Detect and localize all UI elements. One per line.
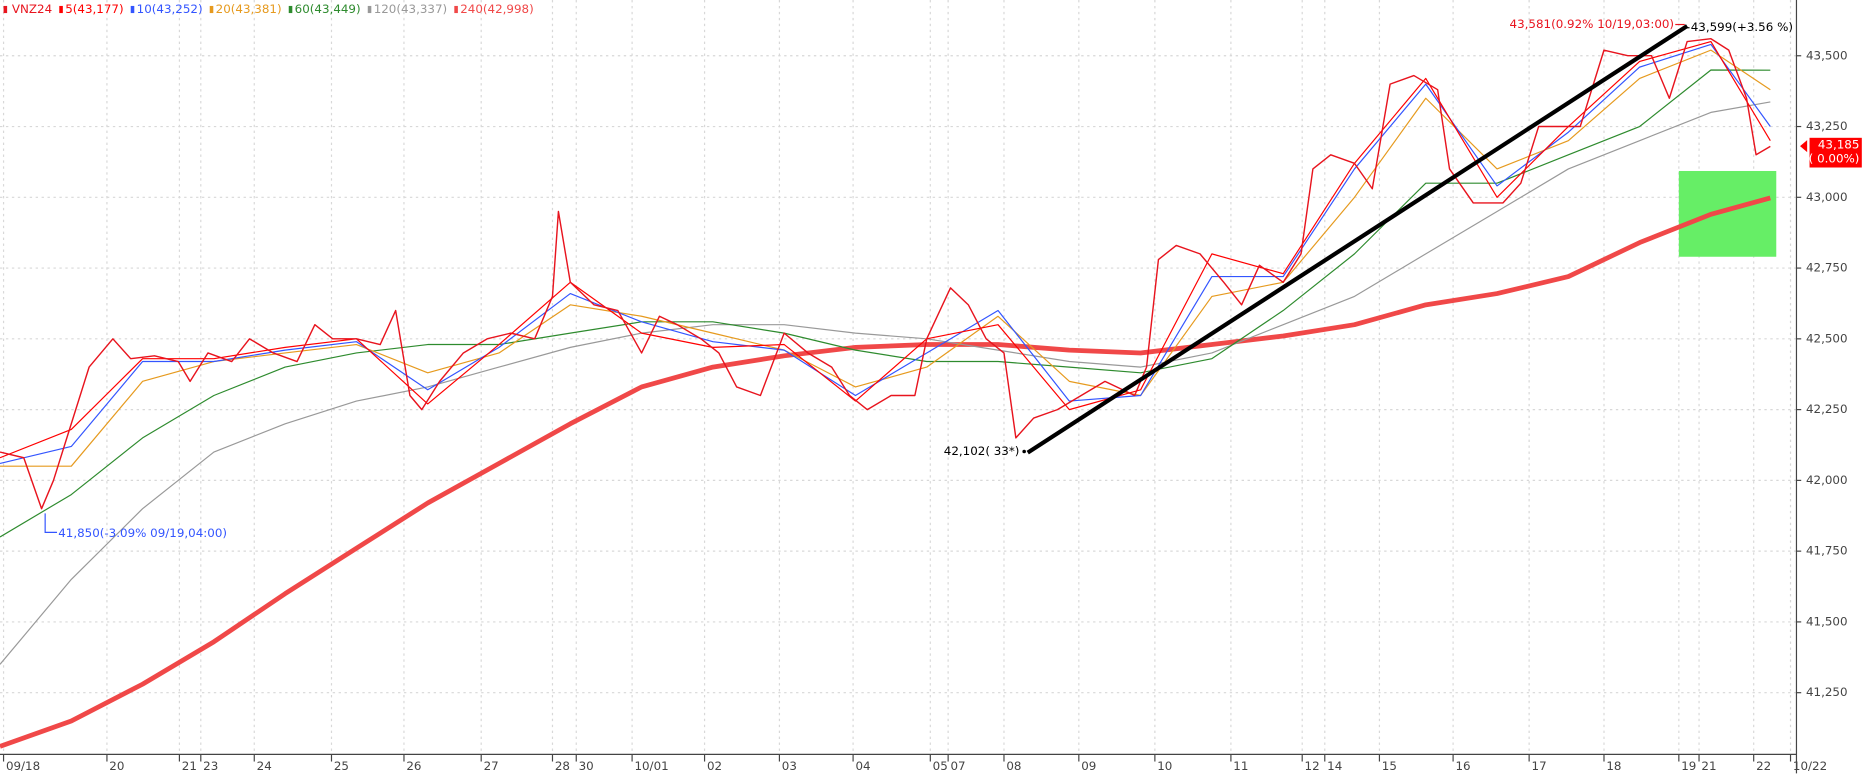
x-tick-label: 30	[579, 759, 594, 773]
x-tick-label: 17	[1532, 759, 1547, 773]
x-tick-label: 21	[182, 759, 197, 773]
x-tick-label: 02	[707, 759, 722, 773]
price-line	[0, 38, 1771, 510]
legend-swatch	[367, 5, 372, 14]
chart-title: VNZ24	[12, 2, 52, 16]
annotation-marker	[1022, 449, 1026, 454]
legend-label: 5(43,177)	[65, 2, 123, 16]
x-tick-label: 07	[951, 759, 966, 773]
y-tick-label: 43,500	[1806, 48, 1848, 62]
x-tick-label: 09/18	[6, 759, 40, 773]
legend-swatch	[59, 5, 63, 14]
ma-line	[0, 101, 1771, 665]
x-tick-label: 08	[1006, 759, 1021, 773]
legend-swatch	[130, 5, 135, 14]
plot-area	[0, 23, 1777, 749]
y-tick-label: 41,750	[1806, 544, 1848, 558]
legend-label: 120(43,337)	[374, 2, 447, 16]
y-tick-label: 41,250	[1806, 685, 1848, 699]
x-tick-label: 23	[203, 759, 218, 773]
legend-label: 20(43,381)	[216, 2, 282, 16]
legend-label: 10(43,252)	[137, 2, 203, 16]
legend-swatch	[288, 5, 293, 14]
price-tag	[1809, 137, 1862, 168]
legend-swatch	[3, 5, 8, 14]
annotation: 43,581(0.92% 10/19,03:00)	[1510, 17, 1675, 31]
y-tick-label: 43,000	[1806, 190, 1848, 204]
x-tick-label: 19	[1681, 759, 1696, 773]
ma-line	[0, 195, 1771, 749]
x-tick-label: 25	[334, 759, 349, 773]
annotation-pointer	[44, 513, 58, 533]
x-tick-label: 21	[1701, 759, 1716, 773]
x-tick-label: 16	[1455, 759, 1470, 773]
x-tick-label: 15	[1382, 759, 1397, 773]
price-arrow	[1800, 140, 1808, 153]
x-tick-label: 03	[782, 759, 797, 773]
y-tick-label: 41,500	[1806, 614, 1848, 628]
x-tick-label: 22	[1756, 759, 1771, 773]
x-tick-label: 12	[1305, 759, 1320, 773]
legend-swatch	[454, 5, 458, 14]
highlight-box	[1678, 170, 1777, 257]
x-tick-label: 26	[406, 759, 421, 773]
y-tick-label: 42,250	[1806, 402, 1848, 416]
x-tick-label: 10/22	[1793, 759, 1827, 773]
x-tick-label: 27	[484, 759, 499, 773]
x-tick-label: 24	[257, 759, 272, 773]
annotation: 42,102( 33*)	[944, 444, 1020, 458]
legend: VNZ24 5(43,177) 10(43,252) 20(43,381) 60(43…	[3, 2, 534, 16]
x-tick-label: 10/01	[634, 759, 668, 773]
trendline	[1026, 24, 1689, 455]
x-tick-label: 04	[855, 759, 870, 773]
x-tick-label: 20	[109, 759, 124, 773]
legend-swatch	[209, 5, 214, 14]
x-tick-label: 28	[555, 759, 570, 773]
price-tag-change: ( 0.00%)	[1809, 152, 1860, 166]
y-tick-label: 42,500	[1806, 331, 1848, 345]
x-tick-label: 05	[933, 759, 948, 773]
y-tick-label: 42,000	[1806, 473, 1848, 487]
ma-line	[0, 40, 1771, 459]
legend-label: 240(42,998)	[460, 2, 533, 16]
y-tick-label: 42,750	[1806, 261, 1848, 275]
ma-line	[0, 69, 1771, 538]
x-tick-label: 09	[1081, 759, 1096, 773]
annotation: 43,599(+3.56 %)	[1691, 20, 1793, 34]
x-tick-label: 10	[1157, 759, 1172, 773]
x-tick-label: 11	[1233, 759, 1248, 773]
x-tick-label: 14	[1327, 759, 1342, 773]
y-tick-label: 43,250	[1806, 119, 1848, 133]
x-tick-label: 18	[1606, 759, 1621, 773]
price-tag-label: 43,185	[1818, 137, 1860, 151]
annotation: 41,850(-3.09% 09/19,04:00)	[58, 526, 227, 540]
legend-label: 60(43,449)	[295, 2, 361, 16]
ma-line	[0, 43, 1771, 465]
